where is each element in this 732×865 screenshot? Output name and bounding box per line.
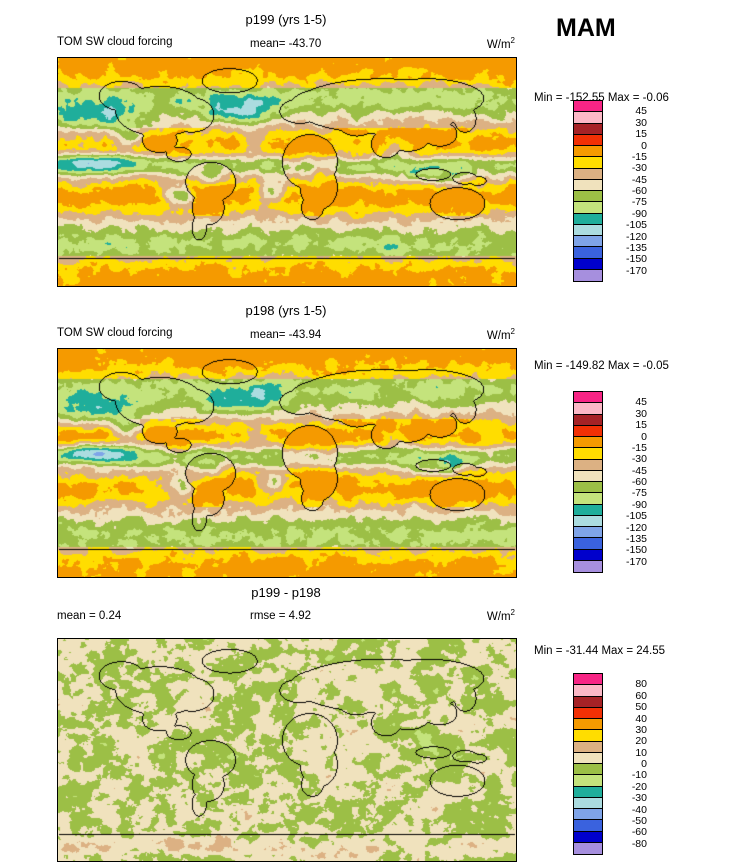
- colorbar-p199: [573, 100, 603, 282]
- colorbar-swatch: [574, 764, 602, 776]
- colorbar-swatch: [574, 560, 602, 572]
- minmax-label: Min = -31.44 Max = 24.55: [534, 645, 666, 657]
- colorbar-swatch: [574, 493, 602, 505]
- colorbar-swatch: [574, 685, 602, 697]
- colorbar-swatch: [574, 482, 602, 494]
- colorbar-swatch: [574, 515, 602, 527]
- units-exponent: 2: [510, 36, 515, 45]
- colorbar-swatch: [574, 809, 602, 821]
- map-canvas: [58, 639, 516, 861]
- field-label: TOM SW cloud forcing: [57, 36, 173, 48]
- colorbar-swatch: [574, 425, 602, 437]
- colorbar-labels-diff: 80 60 50 40 30 20 10 0 -10 -20 -30 -40 -50 -60 -80: [631, 678, 647, 850]
- colorbar-swatch: [574, 707, 602, 719]
- map-p199: [57, 57, 517, 287]
- colorbar-swatch: [574, 730, 602, 742]
- minmax-label: Min = -149.82 Max = -0.05: [534, 360, 669, 372]
- stat-label: mean= -43.94: [250, 329, 322, 341]
- map-diff: [57, 638, 517, 862]
- field-label: TOM SW cloud forcing: [57, 327, 173, 339]
- panel-title: p199 (yrs 1-5): [245, 12, 327, 27]
- colorbar-swatch: [574, 549, 602, 561]
- units-text: W/m: [486, 38, 511, 51]
- map-canvas: [58, 58, 516, 286]
- colorbar-swatch: [574, 236, 602, 248]
- colorbar-swatch: [574, 258, 602, 270]
- colorbar-swatch: [574, 752, 602, 764]
- colorbar-labels-p199: 45 30 15 0 -15 -30 -45 -60 -75 -90 -105 -120 -135 -15…: [625, 105, 647, 277]
- colorbar-swatch: [574, 157, 602, 169]
- colorbar-swatch: [574, 820, 602, 832]
- colorbar-swatch: [574, 786, 602, 798]
- colorbar-swatch: [574, 674, 602, 686]
- colorbar-swatch: [574, 269, 602, 281]
- colorbar-swatch: [574, 123, 602, 135]
- colorbar-labels-p198: 45 30 15 0 -15 -30 -45 -60 -75 -90 -105 -120 -135 -15…: [625, 396, 647, 568]
- colorbar-swatch: [574, 741, 602, 753]
- colorbar-swatch: [574, 719, 602, 731]
- mean-label: mean = 0.24: [57, 610, 122, 622]
- units-exponent: 2: [510, 608, 515, 617]
- colorbar-swatch: [574, 101, 602, 113]
- panel-title: p198 (yrs 1-5): [245, 303, 327, 318]
- colorbar-swatch: [574, 134, 602, 146]
- colorbar-swatch: [574, 191, 602, 203]
- panel-title: p199 - p198: [251, 585, 321, 600]
- colorbar-swatch: [574, 403, 602, 415]
- colorbar-swatch: [574, 146, 602, 158]
- colorbar-swatch: [574, 842, 602, 854]
- colorbar-diff: [573, 673, 603, 855]
- units-label: W/m2: [415, 327, 515, 342]
- colorbar-swatch: [574, 179, 602, 191]
- colorbar-p198: [573, 391, 603, 573]
- map-canvas: [58, 349, 516, 577]
- colorbar-swatch: [574, 459, 602, 471]
- minmax-label: Min = -152.55 Max = -0.06: [534, 92, 669, 104]
- units-exponent: 2: [510, 327, 515, 336]
- colorbar-swatch: [574, 168, 602, 180]
- colorbar-swatch: [574, 392, 602, 404]
- colorbar-swatch: [574, 202, 602, 214]
- colorbar-swatch: [574, 797, 602, 809]
- colorbar-swatch: [574, 831, 602, 843]
- colorbar-swatch: [574, 448, 602, 460]
- rmse-label: rmse = 4.92: [250, 610, 312, 622]
- colorbar-swatch: [574, 437, 602, 449]
- colorbar-swatch: [574, 224, 602, 236]
- units-label: W/m2: [415, 36, 515, 51]
- season-label: MAM: [556, 14, 616, 42]
- colorbar-swatch: [574, 414, 602, 426]
- colorbar-swatch: [574, 247, 602, 259]
- colorbar-swatch: [574, 470, 602, 482]
- units-text: W/m: [486, 329, 511, 342]
- colorbar-swatch: [574, 775, 602, 787]
- map-p198: [57, 348, 517, 578]
- units-text: W/m: [486, 610, 511, 623]
- colorbar-swatch: [574, 112, 602, 124]
- colorbar-swatch: [574, 213, 602, 225]
- colorbar-swatch: [574, 696, 602, 708]
- stat-label: mean= -43.70: [250, 38, 322, 50]
- colorbar-swatch: [574, 527, 602, 539]
- colorbar-swatch: [574, 504, 602, 516]
- colorbar-swatch: [574, 538, 602, 550]
- units-label: W/m2: [415, 608, 515, 623]
